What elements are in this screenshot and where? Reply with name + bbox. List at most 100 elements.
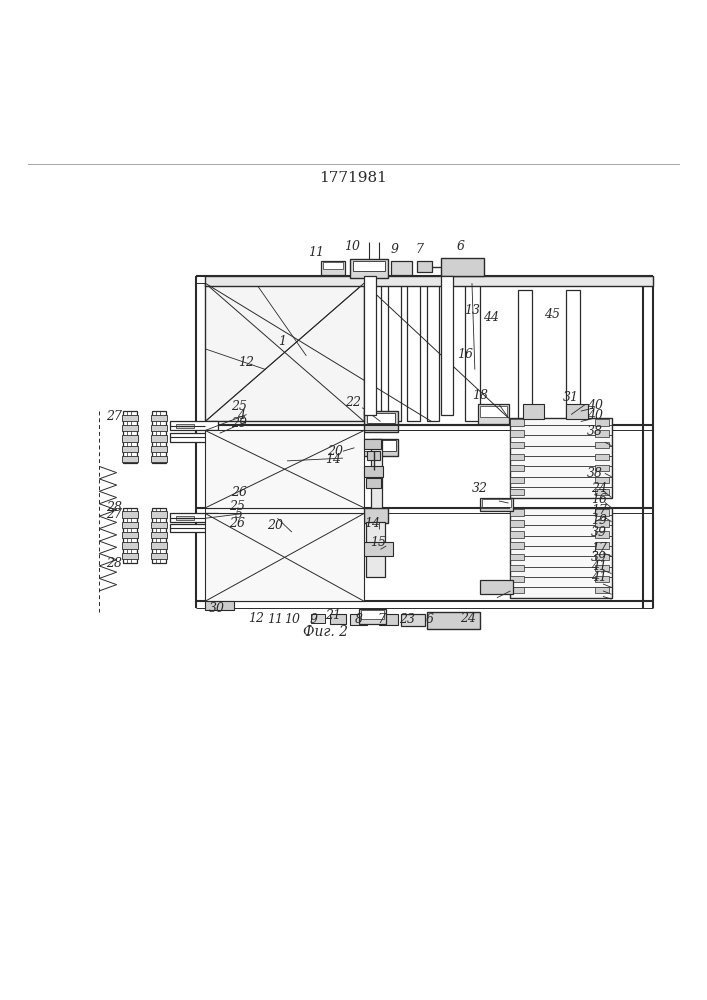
Bar (151, 532, 167, 538)
Bar (510, 554, 524, 560)
Bar (369, 283, 382, 421)
Text: 32: 32 (472, 482, 488, 495)
Bar (595, 554, 609, 560)
Bar (595, 489, 609, 495)
Bar (364, 276, 375, 415)
Bar (510, 454, 524, 460)
Text: 41: 41 (591, 571, 607, 584)
Bar (152, 411, 165, 463)
Bar (566, 290, 580, 421)
Bar (371, 439, 382, 515)
Bar (122, 522, 138, 528)
Text: 19: 19 (591, 514, 607, 527)
Bar (122, 542, 138, 549)
Text: 44: 44 (483, 311, 499, 324)
Bar (170, 433, 218, 442)
Bar (427, 283, 439, 421)
Bar (510, 542, 524, 549)
Text: 24: 24 (460, 612, 476, 625)
Bar (176, 516, 194, 520)
Text: 30: 30 (209, 602, 225, 615)
Text: 25: 25 (231, 400, 247, 413)
Bar (249, 456, 262, 467)
Bar (151, 542, 167, 549)
Bar (316, 542, 329, 554)
Bar (316, 456, 329, 467)
Bar (123, 508, 137, 563)
Bar (595, 576, 609, 582)
Bar (510, 565, 524, 571)
Bar (311, 614, 325, 623)
Bar (364, 508, 388, 523)
Bar (479, 580, 513, 594)
Bar (170, 524, 218, 532)
Bar (151, 553, 167, 559)
Bar (479, 406, 507, 417)
Bar (595, 542, 609, 549)
Bar (322, 262, 343, 269)
Text: 21: 21 (325, 609, 341, 622)
Bar (282, 456, 296, 467)
Bar (122, 456, 138, 462)
Bar (595, 531, 609, 538)
Text: 45: 45 (544, 308, 560, 321)
Bar (510, 418, 612, 498)
Bar (123, 411, 137, 463)
Bar (122, 415, 138, 421)
Bar (151, 435, 167, 442)
Text: 18: 18 (472, 389, 488, 402)
Bar (417, 261, 433, 272)
Bar (378, 614, 398, 625)
Bar (282, 542, 296, 554)
Text: 5: 5 (235, 508, 243, 521)
Text: 24: 24 (591, 482, 607, 495)
Bar (330, 614, 346, 624)
Bar (205, 283, 364, 421)
Text: 23: 23 (399, 613, 416, 626)
Bar (205, 601, 234, 610)
Text: 11: 11 (267, 613, 284, 626)
Bar (249, 542, 262, 554)
Bar (151, 522, 167, 528)
Bar (510, 430, 524, 437)
Bar (151, 425, 167, 431)
Bar (441, 276, 452, 415)
Bar (205, 430, 364, 508)
Text: 11: 11 (308, 246, 324, 259)
Bar (122, 446, 138, 452)
Text: 6: 6 (426, 613, 433, 626)
Bar (595, 587, 609, 593)
Text: 27: 27 (106, 410, 122, 423)
Text: 17: 17 (591, 542, 607, 555)
Text: 20: 20 (267, 519, 284, 532)
Bar (353, 261, 385, 271)
Text: 39: 39 (591, 526, 607, 539)
Bar (364, 466, 383, 477)
Ellipse shape (444, 613, 462, 627)
Bar (478, 404, 508, 424)
Bar (510, 442, 524, 448)
Bar (176, 424, 194, 428)
Bar (151, 415, 167, 421)
Bar (151, 456, 167, 462)
Ellipse shape (455, 259, 472, 274)
Bar (170, 421, 218, 430)
Bar (152, 508, 165, 563)
Bar (391, 261, 412, 275)
Text: 40: 40 (588, 409, 603, 422)
Bar (510, 508, 612, 598)
Bar (151, 511, 167, 518)
Bar (510, 509, 524, 516)
Bar (595, 509, 609, 516)
Bar (481, 499, 511, 507)
Text: 8: 8 (356, 613, 363, 626)
Text: 31: 31 (563, 391, 579, 404)
Bar (122, 532, 138, 538)
Bar (359, 542, 393, 556)
Bar (441, 258, 484, 276)
Text: 6: 6 (457, 240, 464, 253)
Text: 28: 28 (106, 501, 122, 514)
Text: 10: 10 (344, 240, 361, 253)
Bar (465, 283, 479, 421)
Bar (321, 261, 345, 275)
